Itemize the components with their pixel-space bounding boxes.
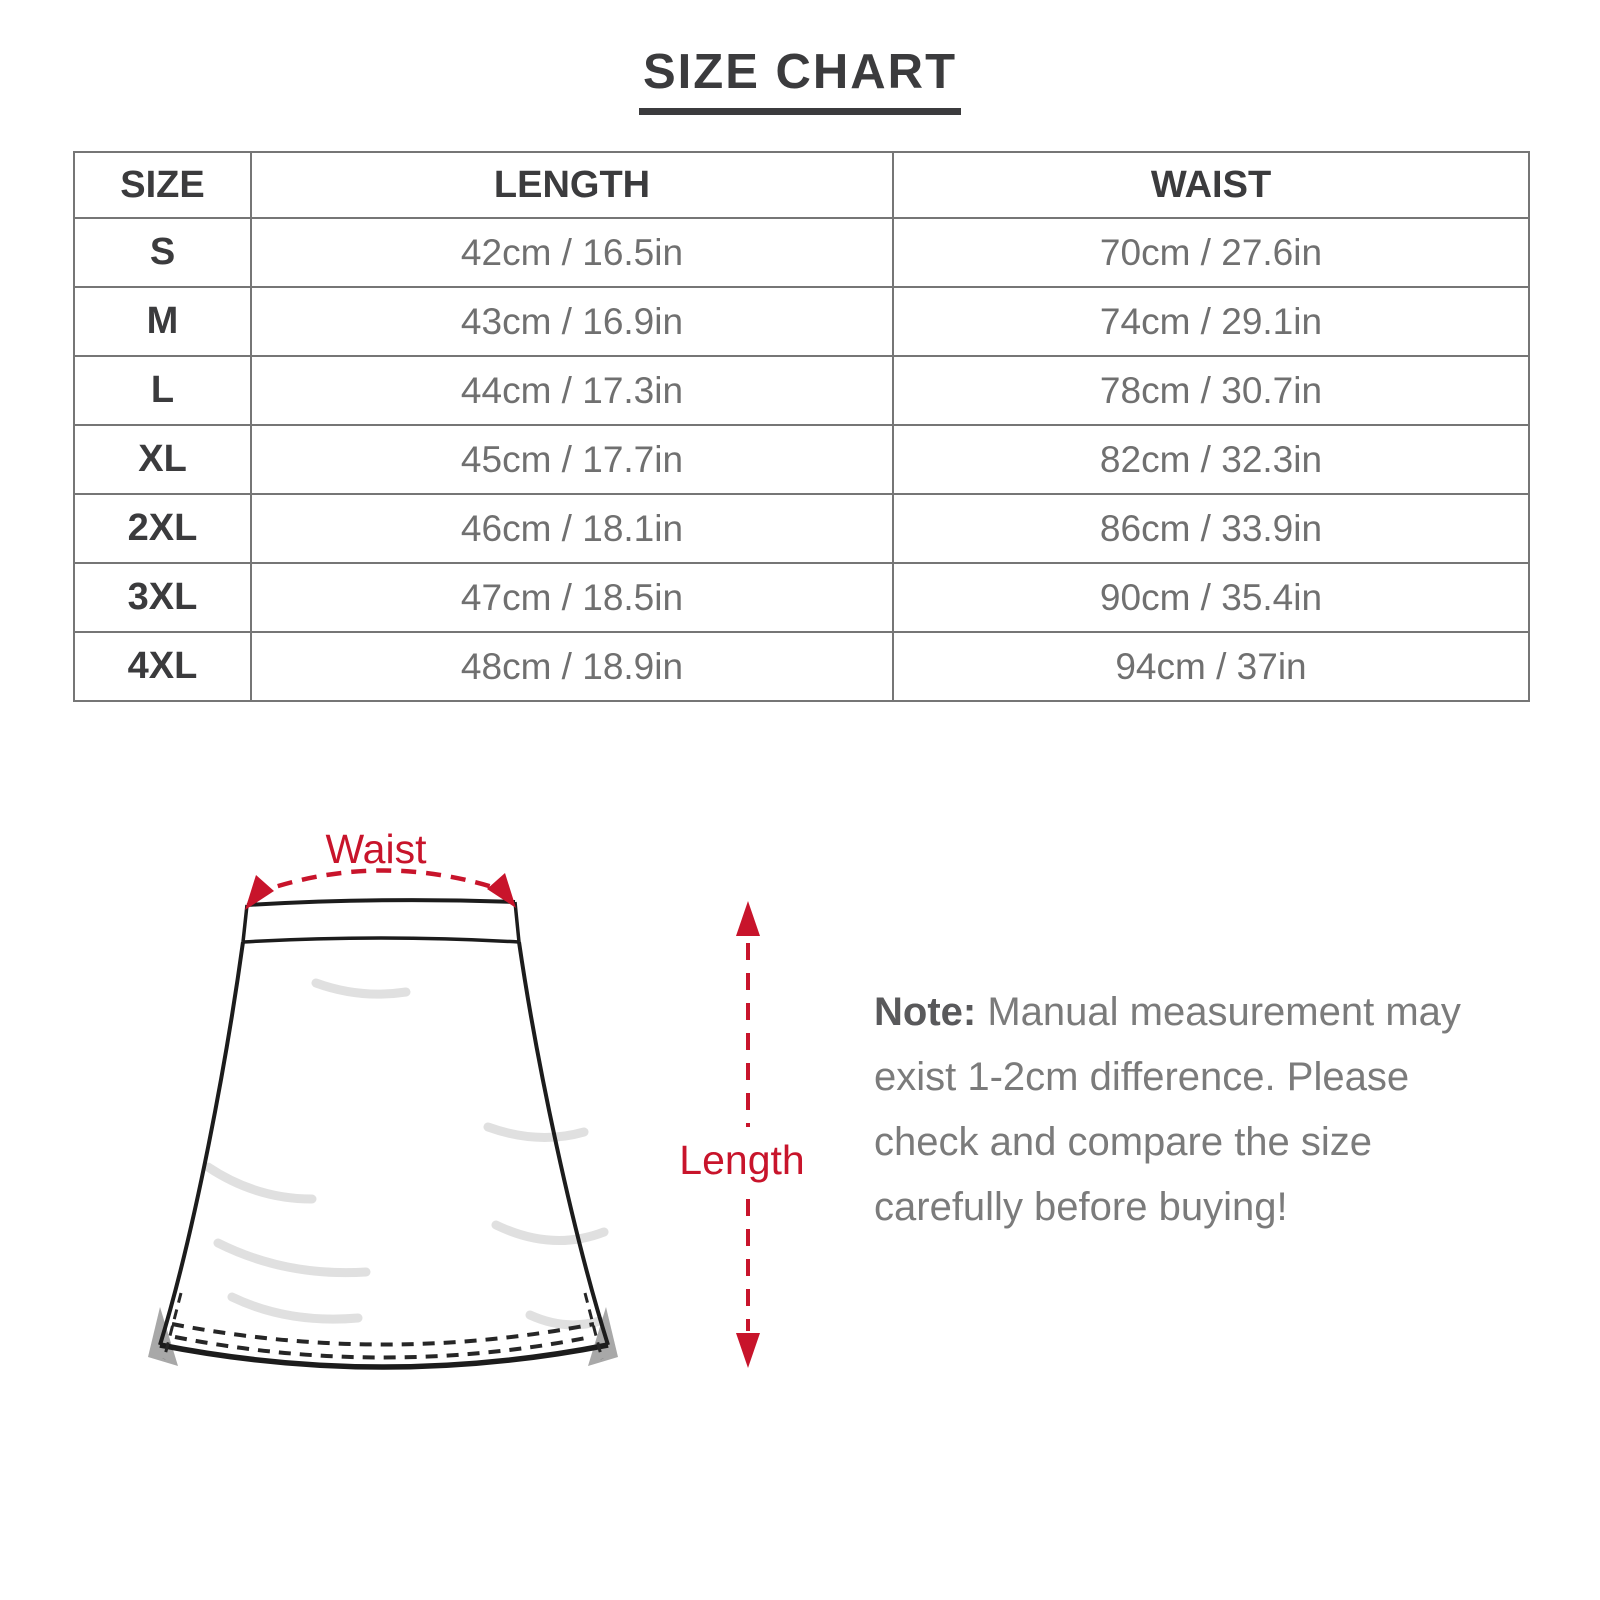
table-header-row: SIZE LENGTH WAIST [73,151,1530,219]
waist-annotation: Waist [245,826,516,910]
note-line-4: carefully before buying! [874,1185,1288,1229]
skirt-diagram: Waist Length [148,826,805,1370]
waist-arc [253,868,509,897]
header-size: SIZE [73,151,252,219]
waist-cell: 90cm / 35.4in [892,562,1530,633]
length-cell: 46cm / 18.1in [250,493,894,564]
waist-arrow-right-icon [487,873,516,908]
table-row: XL 45cm / 17.7in 82cm / 32.3in [73,424,1530,495]
waist-arrow-left-icon [245,875,274,910]
length-arrow-down-icon [736,1333,760,1368]
header-length: LENGTH [250,151,894,219]
table-row: 2XL 46cm / 18.1in 86cm / 33.9in [73,493,1530,564]
waist-cell: 86cm / 33.9in [892,493,1530,564]
waist-cell: 94cm / 37in [892,631,1530,702]
note-line-1: Note: Manual measurement may [874,980,1522,1045]
skirt-outline [158,898,610,1370]
table-row: M 43cm / 16.9in 74cm / 29.1in [73,286,1530,357]
size-cell: 2XL [73,493,252,564]
length-cell: 48cm / 18.9in [250,631,894,702]
size-cell: M [73,286,252,357]
size-cell: 4XL [73,631,252,702]
length-cell: 45cm / 17.7in [250,424,894,495]
length-arrow-up-icon [736,901,760,936]
note-line-2: exist 1-2cm difference. Please [874,1055,1410,1099]
waist-cell: 70cm / 27.6in [892,217,1530,288]
length-cell: 47cm / 18.5in [250,562,894,633]
length-cell: 44cm / 17.3in [250,355,894,426]
table-row: 3XL 47cm / 18.5in 90cm / 35.4in [73,562,1530,633]
page-title: SIZE CHART [639,44,961,115]
note-line-3: check and compare the size [874,1120,1373,1164]
header-waist: WAIST [892,151,1530,219]
size-cell: S [73,217,252,288]
note-line-1-text: Manual measurement may [987,990,1461,1034]
length-cell: 43cm / 16.9in [250,286,894,357]
length-label: Length [679,1137,804,1183]
waist-label: Waist [326,826,428,872]
length-annotation: Length [679,901,805,1368]
size-table: SIZE LENGTH WAIST S 42cm / 16.5in 70cm /… [73,151,1530,702]
table-row: S 42cm / 16.5in 70cm / 27.6in [73,217,1530,288]
size-cell: XL [73,424,252,495]
waist-cell: 78cm / 30.7in [892,355,1530,426]
title-wrap: SIZE CHART [0,44,1600,115]
note-label: Note: [874,990,977,1034]
note-text: Note: Manual measurement may exist 1-2cm… [874,980,1522,1240]
length-cell: 42cm / 16.5in [250,217,894,288]
waist-cell: 82cm / 32.3in [892,424,1530,495]
hem-stitching [162,1292,604,1360]
fabric-wrinkles [203,978,609,1330]
table-row: 4XL 48cm / 18.9in 94cm / 37in [73,631,1530,702]
size-cell: L [73,355,252,426]
table-row: L 44cm / 17.3in 78cm / 30.7in [73,355,1530,426]
waist-cell: 74cm / 29.1in [892,286,1530,357]
size-cell: 3XL [73,562,252,633]
